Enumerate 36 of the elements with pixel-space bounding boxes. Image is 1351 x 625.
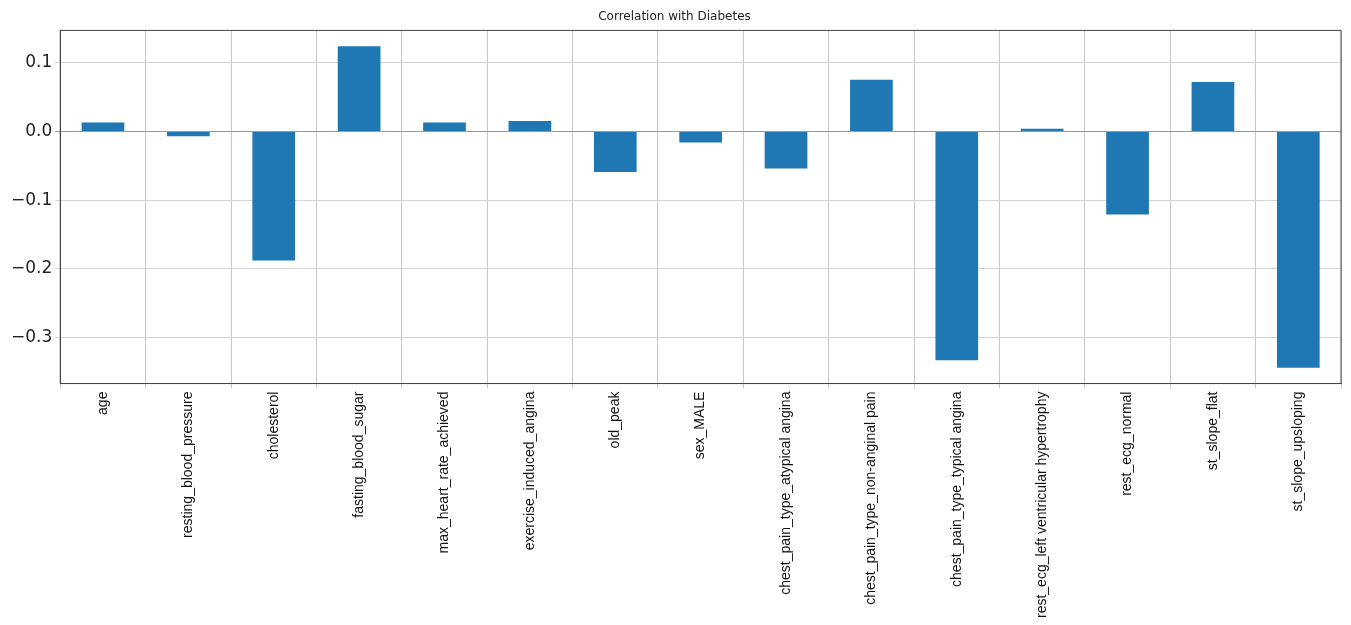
x-tick-label: rest_ecg_normal [1118, 391, 1135, 496]
x-tick-label: resting_blood_pressure [179, 391, 196, 538]
bar [935, 131, 979, 361]
chart-title: Correlation with Diabetes [598, 9, 751, 24]
x-tick-label: chest_pain_type_typical angina [947, 391, 964, 587]
x-tick-label: st_slope_upsloping [1289, 391, 1306, 512]
y-tick-label: 0.1 [25, 51, 53, 72]
bar [252, 131, 296, 261]
x-tick-label: exercise_induced_angina [520, 391, 537, 551]
x-tick-label: st_slope_flat [1203, 391, 1220, 471]
x-tick-label: max_heart_rate_achieved [435, 391, 452, 554]
bar [1191, 81, 1235, 131]
bar [337, 46, 381, 131]
bar [423, 122, 466, 131]
x-tick-label: rest_ecg_left ventricular hypertrophy [1033, 391, 1050, 619]
x-tick-label: cholesterol [264, 391, 281, 460]
y-tick-label: −0.3 [11, 325, 53, 346]
bar [1276, 131, 1320, 368]
bar [1020, 128, 1064, 131]
bar [850, 79, 893, 131]
y-tick-label: −0.2 [11, 257, 53, 278]
y-tick-label: −0.1 [11, 188, 53, 209]
x-tick-label: old_peak [606, 390, 623, 449]
bar [508, 121, 552, 131]
bar [1106, 131, 1149, 215]
x-tick-label: chest_pain_type_non-anginal pain [862, 391, 879, 605]
bar [81, 122, 125, 131]
y-tick-label: 0.0 [25, 119, 53, 140]
bar [679, 131, 722, 143]
bar [167, 131, 210, 137]
x-tick-label: sex_MALE [691, 391, 708, 460]
bar [764, 131, 808, 169]
x-tick-label: fasting_blood_sugar [349, 391, 366, 518]
bar [593, 131, 637, 172]
x-tick-label: chest_pain_type_atypical angina [776, 391, 793, 595]
x-tick-label: age [93, 391, 110, 415]
